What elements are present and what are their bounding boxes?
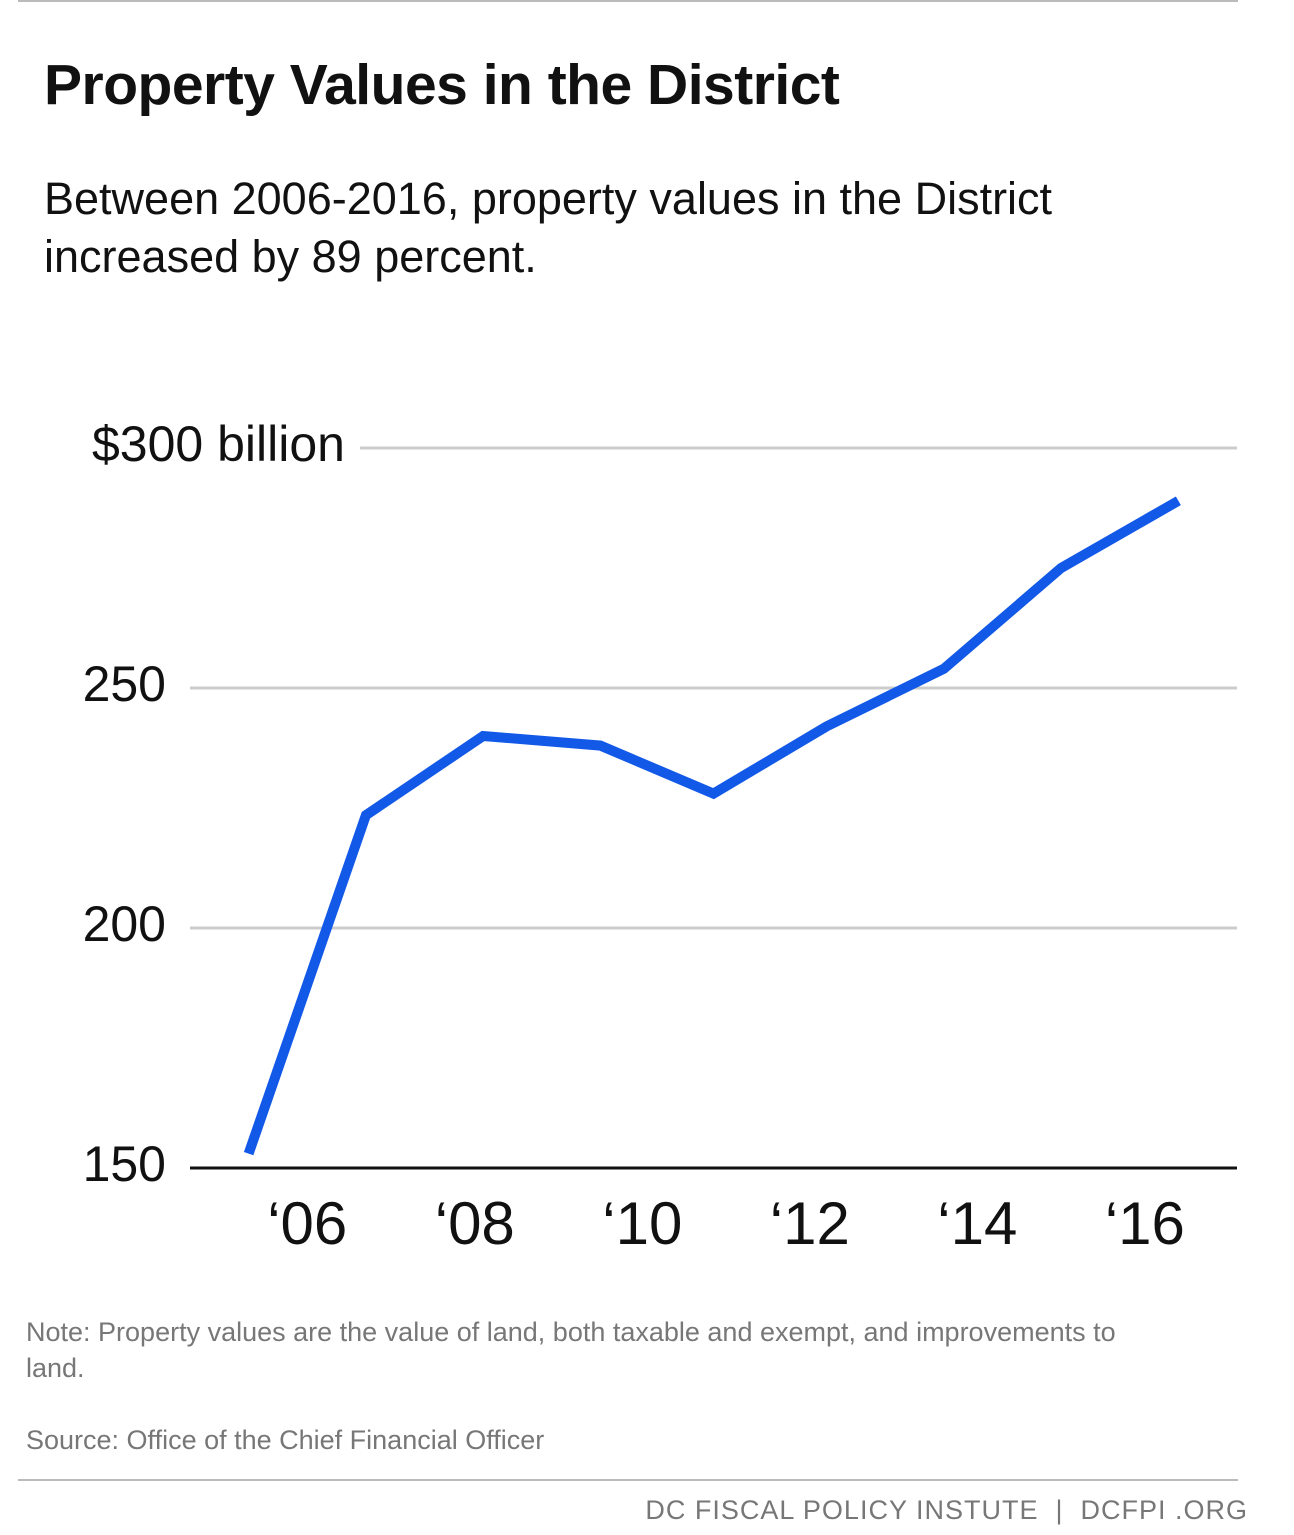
bottom-rule — [18, 1479, 1238, 1481]
chart-subtitle: Between 2006-2016, property values in th… — [44, 173, 1053, 282]
chart: 150 200 250 $300 billion ‘06 ‘08 ‘10 ‘12 ‘14 ‘16 — [83, 416, 1237, 1257]
y-tick-label: 150 — [83, 1136, 166, 1192]
y-tick-label: 200 — [83, 896, 166, 952]
x-tick-label: ‘16 — [1105, 1190, 1185, 1257]
y-tick-label: $300 billion — [92, 416, 345, 472]
x-tick-label: ‘14 — [937, 1190, 1017, 1257]
chart-title: Property Values in the District — [44, 53, 840, 117]
x-tick-label: ‘08 — [435, 1190, 515, 1257]
source: Source: Office of the Chief Financial Of… — [26, 1425, 545, 1455]
x-tick-label: ‘12 — [770, 1190, 850, 1257]
top-rule — [18, 0, 1238, 2]
y-tick-label: 250 — [83, 656, 166, 712]
note: Note: Property values are the value of l… — [26, 1317, 1116, 1383]
x-tick-label: ‘10 — [602, 1190, 682, 1257]
x-tick-label: ‘06 — [267, 1190, 347, 1257]
footer: DC FISCAL POLICY INSTUTE | DCFPI .ORG — [645, 1495, 1248, 1525]
data-line — [243, 496, 1181, 1156]
